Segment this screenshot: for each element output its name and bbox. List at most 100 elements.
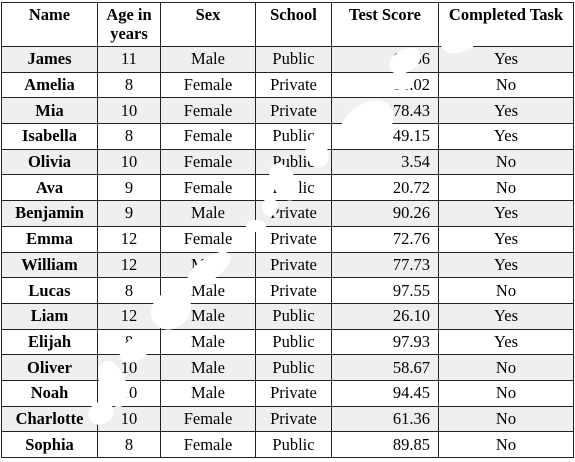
cell-task: No (438, 277, 574, 304)
cell-score: 77.73 (331, 251, 439, 279)
header-name: Name (1, 2, 98, 47)
cell-age: 12 (97, 302, 161, 330)
cell-name: Ava (1, 174, 98, 202)
table-row: Emma 12 Female Private 72.76 Yes (1, 225, 574, 253)
cell-age: 10 (97, 405, 161, 433)
cell-name: Olivia (1, 148, 98, 176)
table-row: Elijah 8 Male Public 97.93 Yes (1, 328, 574, 356)
cell-task: No (438, 174, 574, 202)
cell-score: 97.93 (331, 328, 439, 356)
cell-school: Private (255, 251, 332, 279)
table-row: Charlotte 10 Female Private 61.36 No (1, 405, 574, 433)
cell-task: Yes (438, 97, 574, 125)
header-completed-task: Completed Task (438, 2, 574, 47)
cell-score: 61.36 (331, 405, 439, 433)
table-row: Benjamin 9 Male Private 90.26 Yes (1, 200, 574, 227)
cell-name: Noah (1, 379, 98, 407)
table-row: Mia 10 Female Private 78.43 Yes (1, 97, 574, 125)
cell-task: No (438, 379, 574, 407)
cell-name: Oliver (1, 354, 98, 381)
cell-task: Yes (438, 123, 574, 150)
cell-score: 65.56 (331, 46, 439, 73)
cell-name: Mia (1, 97, 98, 125)
cell-task: Yes (438, 225, 574, 253)
cell-sex: Male (160, 46, 256, 73)
cell-score: 58.67 (331, 354, 439, 381)
cell-age: 8 (97, 71, 161, 99)
cell-task: No (438, 405, 574, 433)
cell-sex: Female (160, 431, 256, 458)
cell-age: 9 (97, 174, 161, 202)
cell-task: Yes (438, 251, 574, 279)
cell-age: 8 (97, 431, 161, 458)
table-row: Oliver 10 Male Public 58.67 No (1, 354, 574, 381)
cell-task: No (438, 431, 574, 458)
cell-sex: Male (160, 251, 256, 279)
table-row: Ava 9 Female Public 20.72 No (1, 174, 574, 202)
cell-name: William (1, 251, 98, 279)
cell-sex: Female (160, 123, 256, 150)
table-row: Lucas 8 Male Private 97.55 No (1, 277, 574, 304)
table-row: Isabella 8 Female Public 49.15 Yes (1, 123, 574, 150)
cell-task: No (438, 148, 574, 176)
cell-school: Public (255, 354, 332, 381)
cell-task: Yes (438, 46, 574, 73)
cell-age: 12 (97, 251, 161, 279)
cell-sex: Male (160, 328, 256, 356)
cell-school: Public (255, 148, 332, 176)
cell-name: Liam (1, 302, 98, 330)
cell-sex: Male (160, 200, 256, 227)
cell-school: Private (255, 97, 332, 125)
cell-school: Public (255, 302, 332, 330)
cell-sex: Male (160, 354, 256, 381)
table-row: Amelia 8 Female Private 11.02 No (1, 71, 574, 99)
cell-score: 97.55 (331, 277, 439, 304)
cell-score: 72.76 (331, 225, 439, 253)
header-test-score: Test Score (331, 2, 439, 47)
cell-age: 8 (97, 123, 161, 150)
table-row: William 12 Male Private 77.73 Yes (1, 251, 574, 279)
table-body: James 11 Male Public 65.56 Yes Amelia 8 Female Pr… (1, 46, 574, 458)
cell-sex: Male (160, 302, 256, 330)
cell-school: Public (255, 328, 332, 356)
cell-name: Emma (1, 225, 98, 253)
cell-age: 8 (97, 328, 161, 356)
cell-school: Private (255, 277, 332, 304)
cell-sex: Male (160, 277, 256, 304)
cell-name: Amelia (1, 71, 98, 99)
cell-age: 10 (97, 354, 161, 381)
cell-task: No (438, 354, 574, 381)
cell-age: 10 (97, 97, 161, 125)
cell-name: Isabella (1, 123, 98, 150)
cell-score: 20.72 (331, 174, 439, 202)
cell-name: Sophia (1, 431, 98, 458)
cell-age: 12 (97, 225, 161, 253)
table-row: James 11 Male Public 65.56 Yes (1, 46, 574, 73)
cell-school: Public (255, 123, 332, 150)
cell-school: Private (255, 200, 332, 227)
cell-sex: Female (160, 97, 256, 125)
cell-name: Elijah (1, 328, 98, 356)
cell-school: Public (255, 174, 332, 202)
cell-sex: Female (160, 148, 256, 176)
cell-school: Private (255, 405, 332, 433)
cell-sex: Female (160, 405, 256, 433)
cell-age: 11 (97, 46, 161, 73)
cell-score: 26.10 (331, 302, 439, 330)
header-age: Age in years (97, 2, 161, 47)
cell-name: Benjamin (1, 200, 98, 227)
cell-school: Public (255, 431, 332, 458)
cell-task: Yes (438, 200, 574, 227)
cell-sex: Male (160, 379, 256, 407)
cell-school: Private (255, 225, 332, 253)
cell-task: Yes (438, 328, 574, 356)
cell-age: 8 (97, 277, 161, 304)
cell-score: 3.54 (331, 148, 439, 176)
cell-sex: Female (160, 225, 256, 253)
cell-score: 78.43 (331, 97, 439, 125)
cell-score: 90.26 (331, 200, 439, 227)
table-row: Olivia 10 Female Public 3.54 No (1, 148, 574, 176)
cell-task: No (438, 71, 574, 99)
cell-age: 10 (97, 379, 161, 407)
